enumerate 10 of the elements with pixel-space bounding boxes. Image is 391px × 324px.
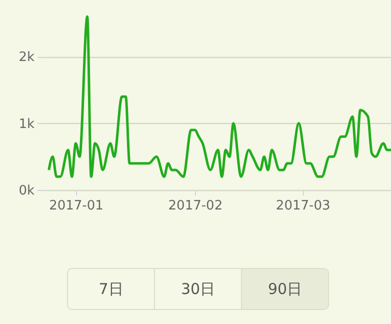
x-tick-label: 2017-03 bbox=[276, 198, 330, 214]
line-series bbox=[48, 15, 391, 178]
x-tick-label: 2017-01 bbox=[49, 198, 104, 214]
text: 7日 bbox=[98, 279, 124, 300]
text: 30日 bbox=[154, 269, 241, 309]
x-tick-label: 2017-02 bbox=[168, 198, 223, 214]
y-tick-label: 0k bbox=[18, 184, 35, 198]
y-tick-label: 1k bbox=[18, 116, 35, 132]
text: 90日 bbox=[241, 269, 328, 309]
y-tick-label: 2k bbox=[18, 50, 35, 66]
